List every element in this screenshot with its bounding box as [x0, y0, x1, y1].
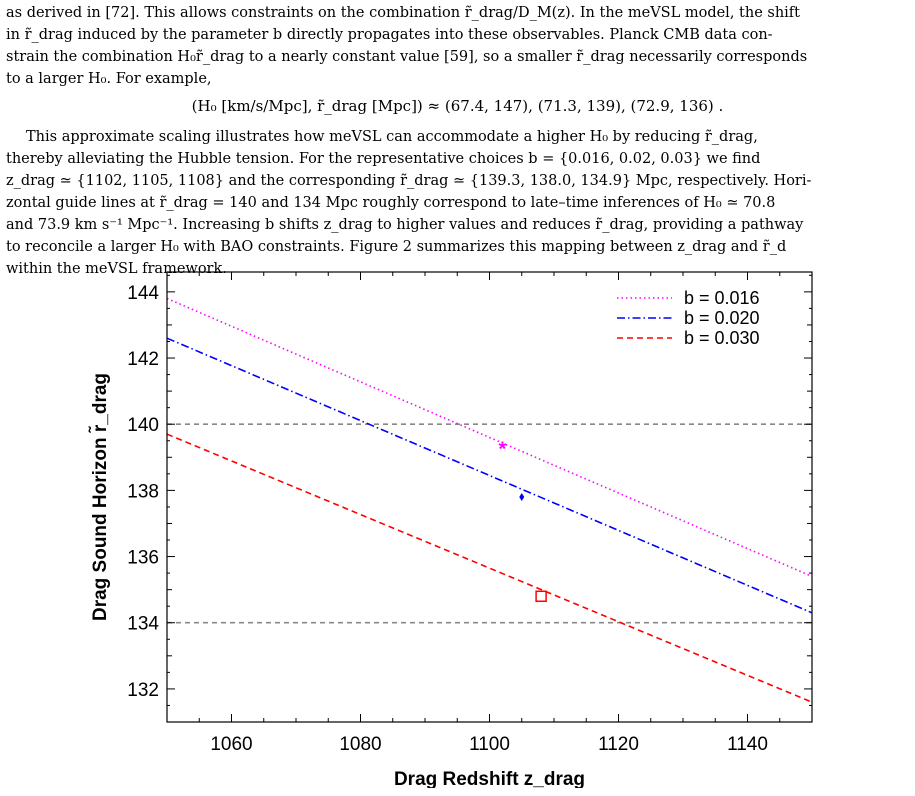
text-line: to reconcile a larger H₀ with BAO constr… — [6, 239, 787, 255]
marker-star: * — [499, 438, 507, 460]
x-tick-label: 1060 — [210, 734, 252, 755]
equation: (H₀ [km/s/Mpc], r̃_drag [Mpc]) ≈ (67.4, … — [191, 97, 724, 115]
text-line: strain the combination H₀r̃_drag to a ne… — [6, 49, 808, 65]
text-line: to a larger H₀. For example, — [6, 71, 212, 87]
legend-label: b = 0.030 — [684, 328, 760, 348]
x-tick-label: 1080 — [339, 734, 381, 755]
marker-diamond — [519, 493, 525, 501]
text-line: in r̃_drag induced by the parameter b di… — [6, 27, 773, 43]
y-tick-label: 134 — [127, 614, 159, 635]
y-tick-label: 136 — [127, 548, 159, 569]
paragraph-1: as derived in [72]. This allows constrai… — [6, 2, 909, 90]
legend-label: b = 0.020 — [684, 308, 760, 328]
series-line — [166, 297, 813, 578]
x-tick-label: 1100 — [469, 734, 510, 755]
text-line: within the meVSL framework. — [6, 261, 227, 277]
x-tick-label: 1120 — [598, 734, 639, 755]
text-line: and 73.9 km s⁻¹ Mpc⁻¹. Increasing b shif… — [6, 217, 804, 233]
y-tick-label: 138 — [127, 481, 159, 502]
paragraph-2: This approximate scaling illustrates how… — [6, 126, 909, 280]
y-tick-label: 140 — [127, 415, 159, 436]
text-line: z_drag ≃ {1102, 1105, 1108} and the corr… — [6, 173, 812, 189]
text-line: zontal guide lines at r̃_drag = 140 and … — [6, 195, 776, 211]
x-tick-label: 1140 — [727, 734, 768, 755]
text-line: as derived in [72]. This allows constrai… — [6, 5, 801, 21]
x-axis-label: Drag Redshift z_drag — [394, 769, 585, 788]
y-tick-label: 144 — [127, 283, 159, 304]
marker-square — [535, 590, 547, 603]
y-axis-label: Drag Sound Horizon r̃_drag — [88, 373, 111, 621]
text-line: This approximate scaling illustrates how… — [26, 129, 758, 145]
text-line: thereby alleviating the Hubble tension. … — [6, 151, 761, 167]
series-line — [166, 337, 813, 614]
y-tick-label: 142 — [127, 349, 159, 370]
legend-label: b = 0.016 — [684, 288, 760, 308]
figure-2-chart: * 1060 1080 1100 1120 1140 132 134 136 138 140 142 1… — [88, 271, 813, 788]
y-tick-label: 132 — [127, 680, 159, 701]
series-line — [166, 433, 813, 703]
